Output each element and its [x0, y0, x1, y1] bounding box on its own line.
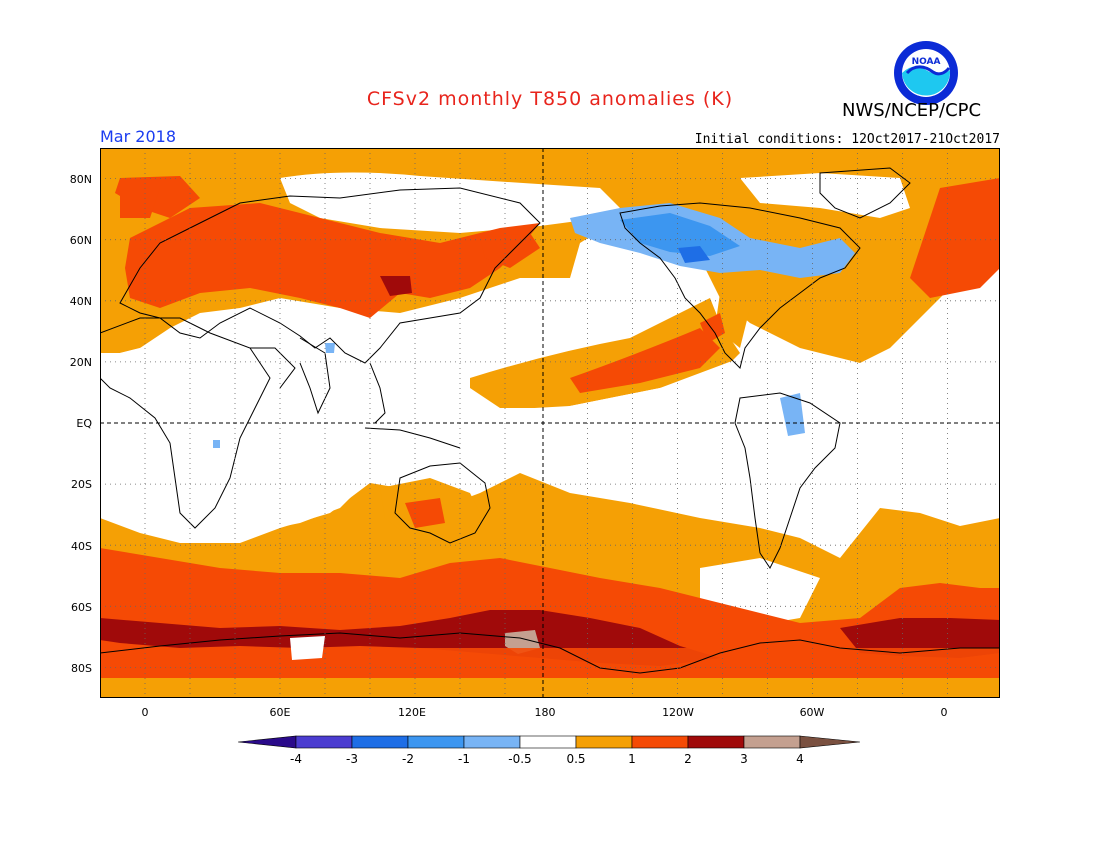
colorbar-segment-near-normal: [519, 735, 577, 749]
anomaly-map: [100, 148, 1000, 698]
map-title: CFSv2 monthly T850 anomalies (K): [366, 88, 734, 110]
lon-label-0: 0: [141, 706, 149, 719]
colorbar-label: -4: [290, 752, 302, 766]
colorbar-label: -1: [458, 752, 470, 766]
map-frame: [100, 148, 1000, 698]
lat-label-60n: 60N: [69, 234, 92, 247]
logo-text: NOAA: [912, 57, 941, 67]
lon-label-120e: 120E: [398, 706, 426, 719]
lat-label-20n: 20N: [69, 356, 92, 369]
colorbar-label: 0.5: [566, 752, 586, 766]
agency-label: NWS/NCEP/CPC: [842, 100, 982, 121]
colorbar-segment-m3-m2: [351, 735, 409, 749]
lat-label-80n: 80N: [69, 173, 92, 186]
colorbar-segment-3-4: [743, 735, 801, 749]
lon-label-60e: 60E: [269, 706, 291, 719]
lat-label-60s: 60S: [71, 601, 92, 614]
colorbar-label: 3: [740, 752, 748, 766]
colorbar-label: -2: [402, 752, 414, 766]
colorbar-segment-m4-m3: [295, 735, 353, 749]
colorbar-label: 2: [684, 752, 692, 766]
forecast-month: Mar 2018: [100, 127, 176, 146]
coastlines: [100, 167, 1000, 674]
reference-lines: [100, 148, 1000, 698]
lat-label-40s: 40S: [71, 540, 92, 553]
lon-label-120w: 120W: [662, 706, 694, 719]
colorbar-segment-05-1: [575, 735, 633, 749]
colorbar-label: 4: [796, 752, 804, 766]
colorbar-segment-m2-m1: [407, 735, 465, 749]
colorbar-label: -3: [346, 752, 358, 766]
colorbar: [238, 735, 861, 749]
lat-label-80s: 80S: [71, 662, 92, 675]
colorbar-segment-2-3: [687, 735, 745, 749]
colorbar-segment-lt-m4: [238, 735, 297, 749]
lat-label-eq: EQ: [76, 417, 92, 430]
lon-label-60w: 60W: [799, 706, 825, 719]
anomaly-band-negative: [213, 203, 855, 448]
colorbar-label: 1: [628, 752, 636, 766]
initial-conditions: Initial conditions: 12Oct2017-21Oct2017: [694, 132, 1000, 147]
colorbar-segment-gt-4: [799, 735, 861, 749]
colorbar-label: -0.5: [508, 752, 532, 766]
noaa-logo-icon: NOAA: [894, 41, 958, 105]
lon-label-180: 180: [534, 706, 556, 719]
lat-label-20s: 20S: [71, 478, 92, 491]
colorbar-segment-m1-m05: [463, 735, 521, 749]
lat-label-40n: 40N: [69, 295, 92, 308]
colorbar-segment-1-2: [631, 735, 689, 749]
lon-label-0-right: 0: [940, 706, 948, 719]
